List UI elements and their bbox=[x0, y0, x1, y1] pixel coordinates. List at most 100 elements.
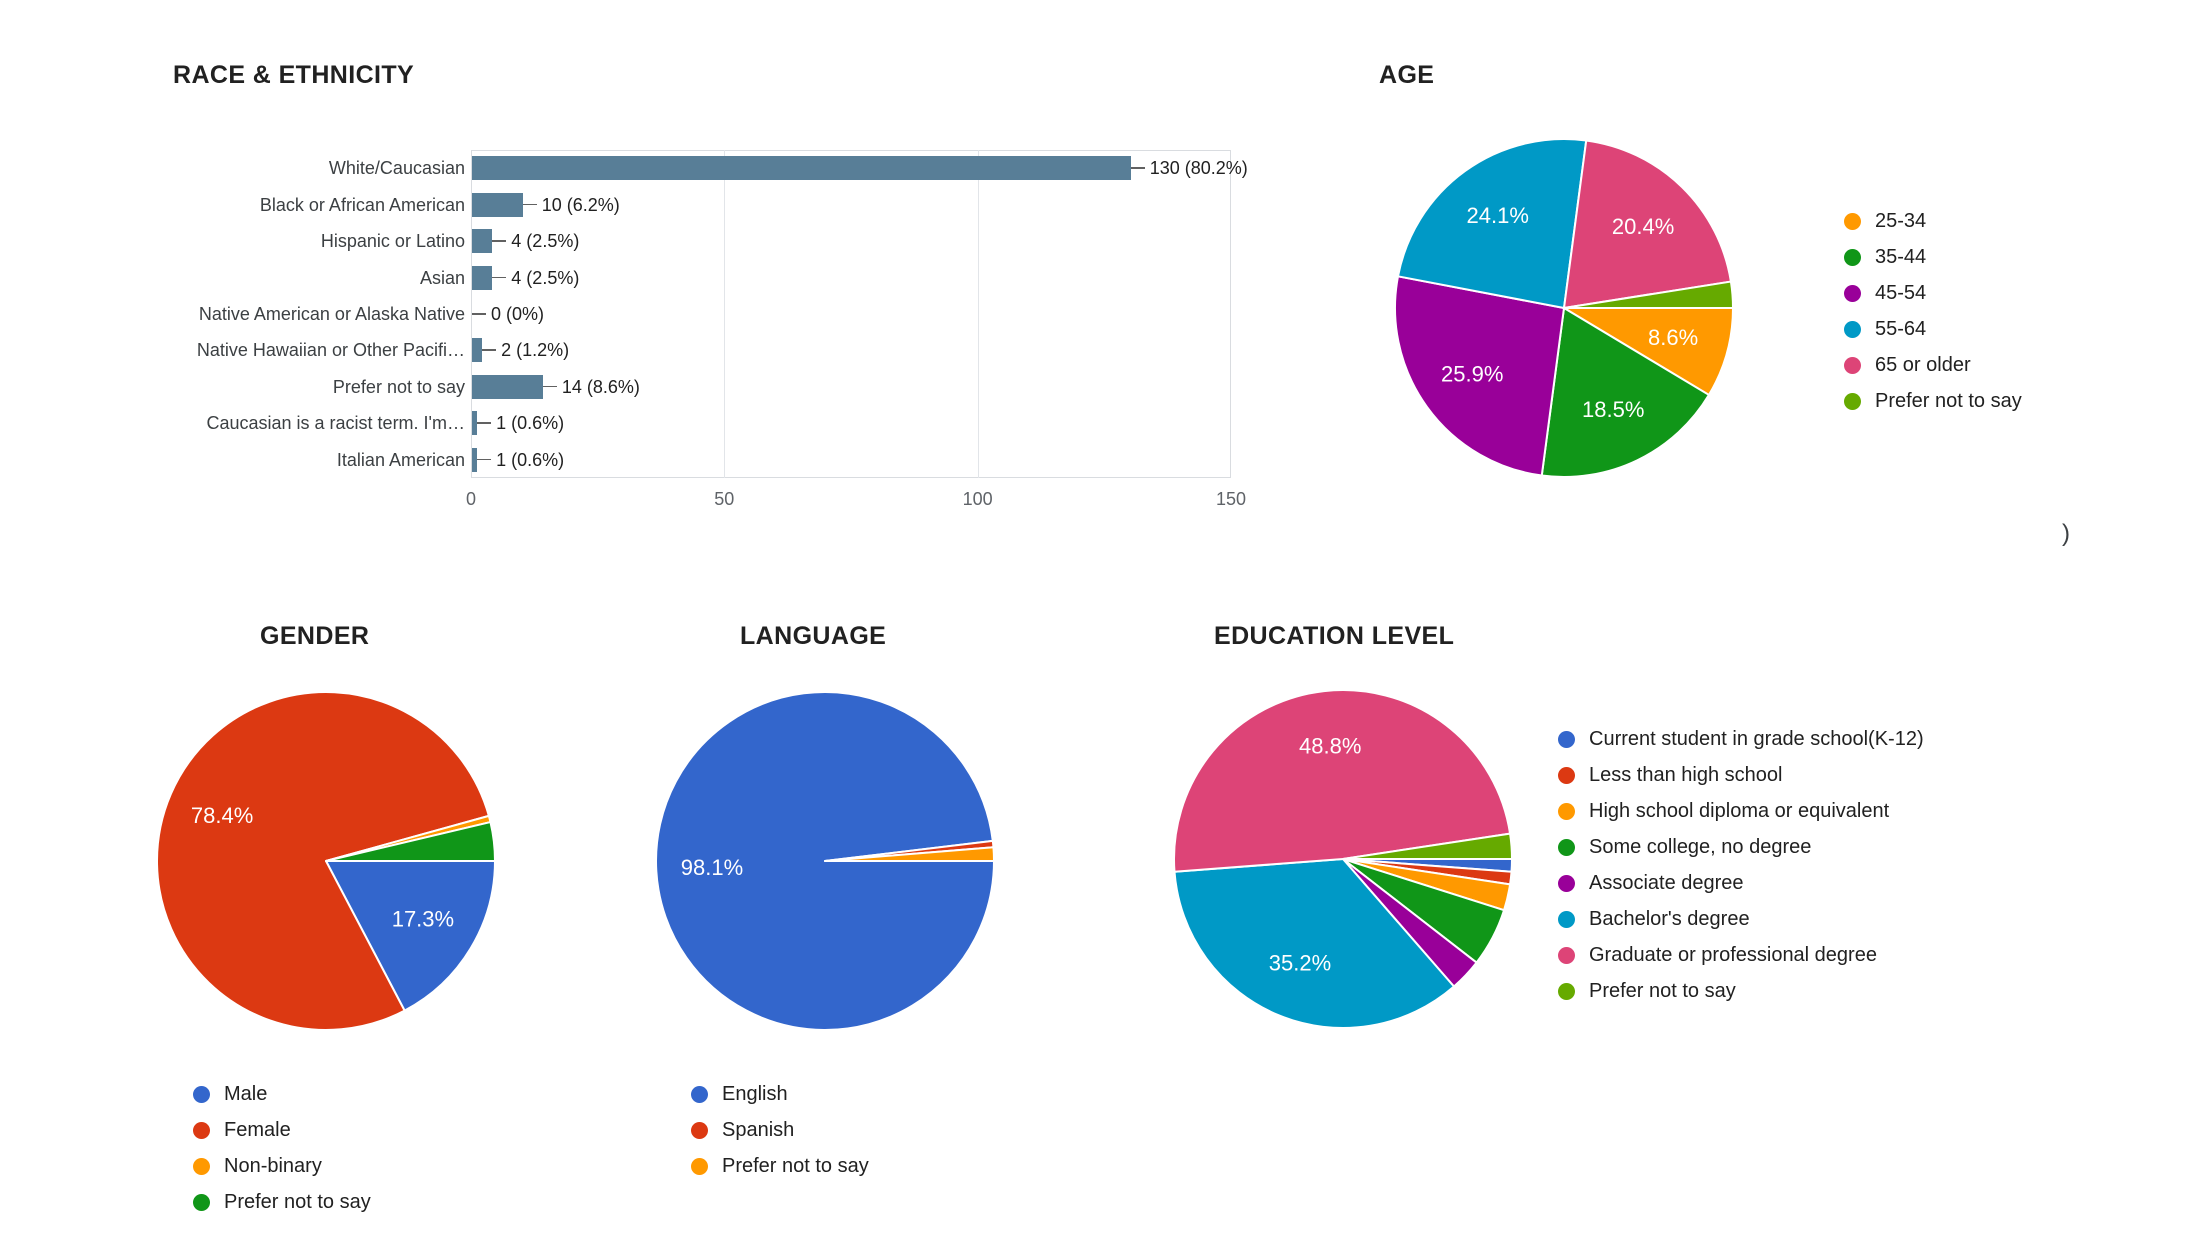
legend-label: Associate degree bbox=[1589, 871, 1744, 894]
pie-slice-education-7[interactable] bbox=[1342, 832, 1513, 860]
legend-item-education-5: Bachelor's degree bbox=[1558, 901, 1924, 937]
bar-value-connector bbox=[522, 203, 537, 206]
bar-value-label: 4 (2.5%) bbox=[511, 267, 580, 288]
pie-slice-age-2[interactable] bbox=[1393, 275, 1565, 477]
legend-item-age-3: 55-64 bbox=[1844, 311, 2022, 347]
x-axis-tick-label: 150 bbox=[1215, 489, 1247, 509]
pie-slice-age-5[interactable] bbox=[1563, 280, 1734, 309]
bar-5[interactable] bbox=[472, 338, 483, 363]
pie-slice-pct-label: 98.1% bbox=[681, 855, 743, 880]
legend-color-dot bbox=[691, 1085, 708, 1103]
bar-value-connector bbox=[482, 349, 497, 351]
pie-slice-pct-label: 78.4% bbox=[191, 803, 253, 828]
pie-slice-gender-3[interactable] bbox=[325, 821, 496, 862]
bar-3[interactable] bbox=[472, 265, 493, 290]
pie-slice-age-3[interactable] bbox=[1396, 138, 1588, 309]
legend-label: Prefer not to say bbox=[1875, 389, 2022, 412]
legend-label: Some college, no degree bbox=[1589, 835, 1812, 858]
education-pie-svg: 35.2% 48.8% bbox=[1173, 689, 1513, 1029]
bar-category-label: Italian American bbox=[336, 449, 465, 470]
legend-label: Bachelor's degree bbox=[1589, 907, 1750, 930]
legend-color-dot bbox=[193, 1085, 210, 1103]
legend-label: Spanish bbox=[722, 1118, 795, 1141]
legend-color-dot bbox=[1558, 766, 1575, 784]
legend-label: Graduate or professional degree bbox=[1589, 943, 1877, 966]
bar-1[interactable] bbox=[472, 192, 523, 217]
legend-color-dot bbox=[193, 1193, 210, 1211]
legend-label: High school diploma or equivalent bbox=[1589, 799, 1890, 822]
bar-value-label: 1 (0.6%) bbox=[496, 449, 565, 470]
race-bar-chart: 0 50 100 150 White/Caucasian 130 (80.2%) Black… bbox=[173, 150, 1453, 530]
legend-label: Current student in grade school(K-12) bbox=[1589, 727, 1924, 750]
pie-slice-gender-0[interactable] bbox=[325, 860, 496, 1012]
bar-category-label: White/Caucasian bbox=[328, 158, 465, 179]
legend-item-education-4: Associate degree bbox=[1558, 865, 1924, 901]
pie-slice-gender-1[interactable] bbox=[156, 691, 490, 1031]
language-pie-svg: 98.1% bbox=[655, 690, 996, 1031]
bar-value-connector bbox=[492, 240, 507, 242]
legend-item-gender-2: Non-binary bbox=[193, 1148, 371, 1184]
bar-value-connector bbox=[477, 422, 492, 424]
education-chart-title: EDUCATION LEVEL bbox=[1214, 622, 1455, 650]
legend-color-dot bbox=[1844, 356, 1861, 374]
pie-slice-pct-label: 35.2% bbox=[1269, 951, 1331, 976]
x-axis-tick-label: 100 bbox=[962, 489, 993, 509]
bar-category-label: Caucasian is a racist term. I'm… bbox=[206, 413, 465, 434]
legend-item-language-0: English bbox=[691, 1076, 869, 1112]
legend-item-gender-0: Male bbox=[193, 1076, 371, 1112]
legend-label: Female bbox=[224, 1118, 291, 1141]
age-pie-svg: 8.6% 18.5% 25.9% 24.1% 20.4% bbox=[1393, 138, 1734, 478]
pie-slice-pct-label: 18.5% bbox=[1582, 397, 1644, 422]
legend-label: 25-34 bbox=[1875, 209, 1927, 232]
legend-color-dot bbox=[1558, 802, 1575, 820]
legend-item-age-5: Prefer not to say bbox=[1844, 383, 2022, 419]
legend-color-dot bbox=[1844, 320, 1861, 338]
legend-item-education-1: Less than high school bbox=[1558, 757, 1924, 793]
pie-slice-pct-label: 17.3% bbox=[392, 907, 454, 932]
legend-color-dot bbox=[1558, 982, 1575, 1000]
pie-slice-education-6[interactable] bbox=[1173, 689, 1512, 873]
pie-slice-education-5[interactable] bbox=[1173, 858, 1455, 1029]
x-axis-tick-label: 0 bbox=[465, 489, 476, 509]
legend-label: 55-64 bbox=[1875, 317, 1927, 340]
x-axis-tick-label: 50 bbox=[714, 489, 735, 509]
language-legend: English Spanish Prefer not to say bbox=[691, 1076, 869, 1184]
legend-item-language-2: Prefer not to say bbox=[691, 1148, 869, 1184]
legend-color-dot bbox=[193, 1121, 210, 1139]
bar-8[interactable] bbox=[472, 447, 478, 472]
legend-color-dot bbox=[193, 1157, 210, 1175]
legend-item-language-1: Spanish bbox=[691, 1112, 869, 1148]
legend-color-dot bbox=[1558, 946, 1575, 964]
bar-value-label: 130 (80.2%) bbox=[1149, 158, 1248, 179]
pie-slice-age-4[interactable] bbox=[1563, 139, 1732, 309]
pie-slice-language-2[interactable] bbox=[824, 846, 996, 862]
bar-7[interactable] bbox=[472, 411, 478, 436]
bar-value-label: 2 (1.2%) bbox=[501, 340, 570, 361]
race-chart-title: RACE & ETHNICITY bbox=[173, 61, 415, 89]
bar-category-label: Prefer not to say bbox=[332, 376, 465, 397]
bar-6[interactable] bbox=[472, 374, 543, 399]
gender-pie-svg: 17.3% 78.4% bbox=[156, 691, 496, 1031]
pie-slice-pct-label: 48.8% bbox=[1299, 734, 1361, 759]
legend-label: 65 or older bbox=[1875, 353, 1971, 376]
pie-slice-pct-label: 25.9% bbox=[1441, 361, 1503, 386]
legend-item-age-4: 65 or older bbox=[1844, 347, 2022, 383]
bar-0[interactable] bbox=[472, 156, 1131, 181]
pie-slice-age-1[interactable] bbox=[1540, 307, 1710, 478]
pie-slice-age-0[interactable] bbox=[1563, 307, 1734, 396]
bar-category-label: Native American or Alaska Native bbox=[198, 304, 465, 324]
bar-2[interactable] bbox=[472, 229, 493, 254]
legend-item-age-1: 35-44 bbox=[1844, 239, 2022, 275]
bar-category-label: Native Hawaiian or Other Pacifi… bbox=[196, 340, 465, 361]
legend-item-education-3: Some college, no degree bbox=[1558, 829, 1924, 865]
legend-label: Non-binary bbox=[224, 1154, 322, 1177]
legend-color-dot bbox=[1558, 910, 1575, 928]
bar-category-label: Black or African American bbox=[259, 194, 465, 215]
legend-label: Less than high school bbox=[1589, 763, 1783, 786]
education-legend: Current student in grade school(K-12) Les… bbox=[1558, 721, 1924, 1009]
legend-label: Prefer not to say bbox=[722, 1154, 869, 1177]
age-chart-title: AGE bbox=[1379, 61, 1435, 89]
bar-category-label: Asian bbox=[419, 267, 465, 288]
legend-label: 45-54 bbox=[1875, 281, 1927, 304]
bar-value-connector bbox=[492, 276, 507, 279]
